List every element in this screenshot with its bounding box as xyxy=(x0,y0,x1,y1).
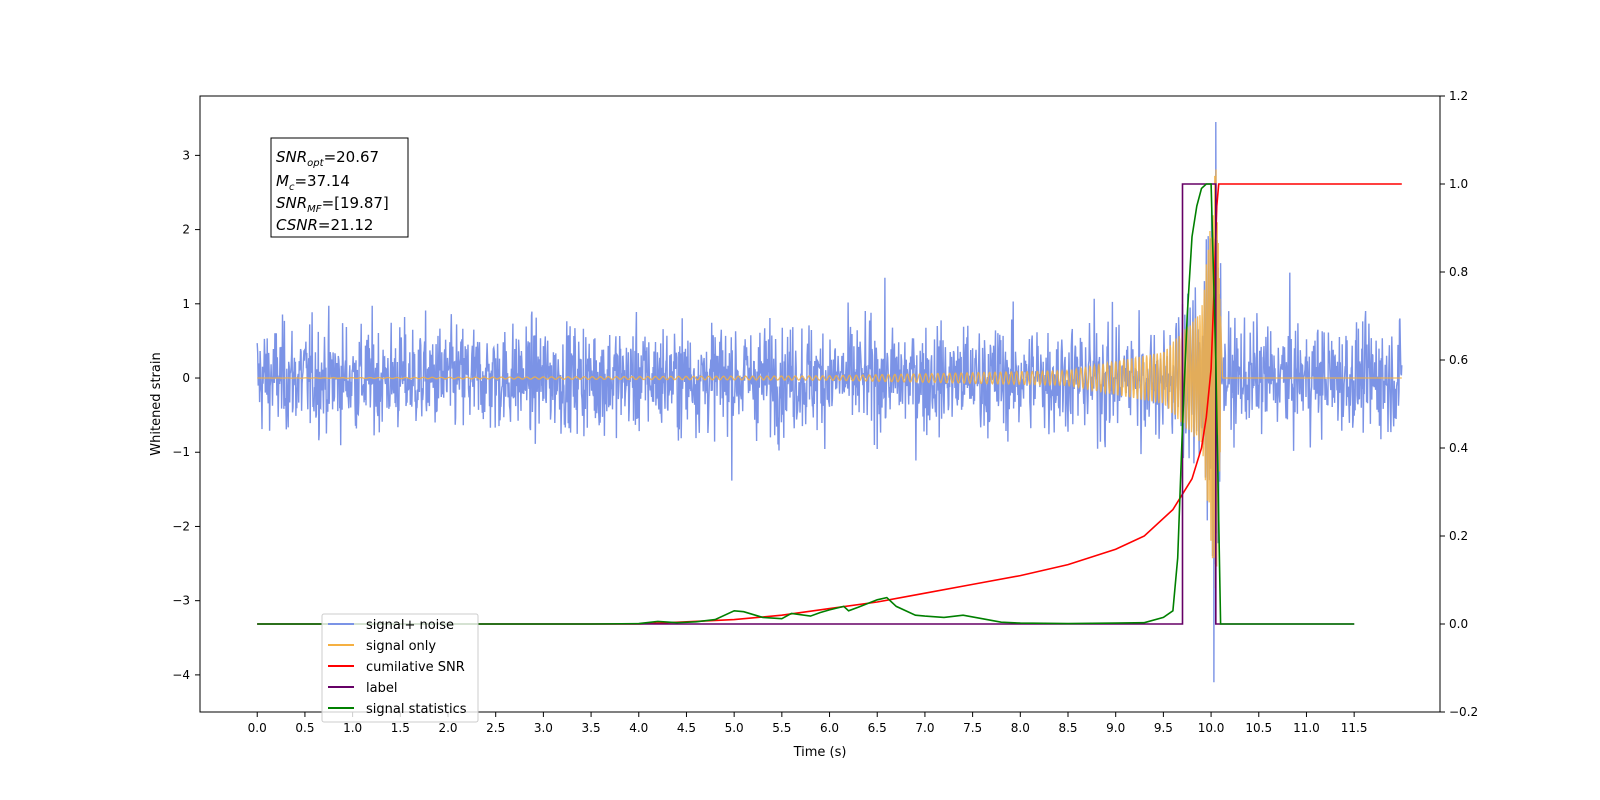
annotation-snr-opt: SNRopt=20.67 xyxy=(276,148,379,169)
x-axis: 0.0 0.5 1.0 1.5 2.0 2.5 3.0 3.5 4.0 4.5 5.0 5.5 6.0 6… xyxy=(248,712,1368,735)
series-signal-only xyxy=(257,169,1402,589)
y-tick-label: −2 xyxy=(172,519,190,533)
legend-label-label: label xyxy=(366,681,397,696)
series-layer xyxy=(256,121,1403,683)
x-tick-label: 2.0 xyxy=(438,721,457,735)
x-tick-label: 4.0 xyxy=(629,721,648,735)
y-tick-label: 1 xyxy=(182,297,190,311)
x-tick-label: 10.0 xyxy=(1198,721,1225,735)
annotation-snr-mf: SNRMF=[19.87] xyxy=(276,194,389,215)
legend-label-cumilative-snr: cumilative SNR xyxy=(366,660,465,675)
x-tick-label: 9.0 xyxy=(1106,721,1125,735)
x-tick-label: 7.0 xyxy=(915,721,934,735)
y2-tick-label: 1.0 xyxy=(1449,177,1468,191)
x-tick-label: 9.5 xyxy=(1154,721,1173,735)
x-tick-label: 7.5 xyxy=(963,721,982,735)
y2-tick-label: 0.4 xyxy=(1449,441,1468,455)
x-tick-label: 2.5 xyxy=(486,721,505,735)
legend: signal+ noise signal only cumilative SNR la… xyxy=(321,613,479,723)
x-tick-label: 8.5 xyxy=(1058,721,1077,735)
y2-tick-label: 1.2 xyxy=(1449,89,1468,103)
y-axis: −4 −3 −2 −1 0 1 2 3 xyxy=(172,148,200,682)
x-tick-label: 6.0 xyxy=(820,721,839,735)
y2-axis: −0.2 0.0 0.2 0.4 0.6 0.8 1.0 1.2 xyxy=(1440,89,1478,719)
x-tick-label: 4.5 xyxy=(677,721,696,735)
y-axis-label: Whitened strain xyxy=(149,352,164,455)
x-tick-label: 1.0 xyxy=(343,721,362,735)
legend-frame xyxy=(321,613,479,723)
y-tick-label: −4 xyxy=(172,668,190,682)
y2-tick-label: 0.8 xyxy=(1449,265,1468,279)
legend-label-signal-only: signal only xyxy=(366,639,436,654)
y2-tick-label: 0.2 xyxy=(1449,529,1468,543)
legend-label-signal-statistics: signal statistics xyxy=(366,702,467,717)
x-tick-label: 3.5 xyxy=(582,721,601,735)
x-tick-label: 5.5 xyxy=(772,721,791,735)
x-tick-label: 10.5 xyxy=(1245,721,1272,735)
series-signal-statistics xyxy=(257,183,1355,625)
x-tick-label: 5.0 xyxy=(725,721,744,735)
annotation-box: SNRopt=20.67 Mc=37.14 SNRMF=[19.87] CSNR… xyxy=(270,137,409,238)
x-tick-label: 3.0 xyxy=(534,721,553,735)
y-tick-label: 0 xyxy=(182,371,190,385)
x-tick-label: 11.5 xyxy=(1341,721,1368,735)
y-tick-label: −1 xyxy=(172,445,190,459)
y2-tick-label: 0.0 xyxy=(1449,617,1468,631)
annotation-csnr: CSNR=21.12 xyxy=(276,216,373,234)
y2-tick-label: −0.2 xyxy=(1449,705,1478,719)
x-tick-label: 6.5 xyxy=(868,721,887,735)
x-tick-label: 8.0 xyxy=(1011,721,1030,735)
x-axis-label: Time (s) xyxy=(793,745,847,760)
annotation-frame xyxy=(270,137,409,238)
plot-frame xyxy=(199,95,1441,713)
x-tick-label: 0.5 xyxy=(295,721,314,735)
x-tick-label: 1.5 xyxy=(391,721,410,735)
y-tick-label: −3 xyxy=(172,594,190,608)
legend-label-signal-noise: signal+ noise xyxy=(366,618,454,633)
x-tick-label: 0.0 xyxy=(248,721,267,735)
annotation-mc: Mc=37.14 xyxy=(276,172,350,193)
y-tick-label: 2 xyxy=(182,223,190,237)
y2-tick-label: 0.6 xyxy=(1449,353,1468,367)
y-tick-label: 3 xyxy=(182,148,190,162)
x-tick-label: 11.0 xyxy=(1293,721,1320,735)
